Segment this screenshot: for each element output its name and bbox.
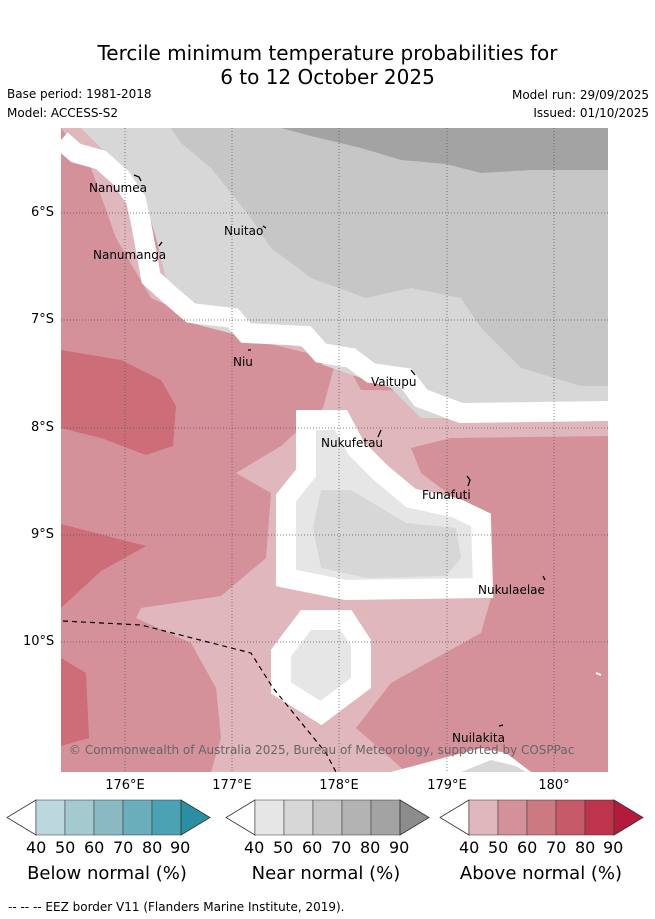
place-label-nukulaelae: Nukulaelae [478, 583, 545, 597]
near-40-50-region [271, 610, 371, 726]
below-tick-80: 80 [142, 838, 163, 857]
near-colorbar-segment [370, 799, 401, 836]
above-60-70-region [61, 350, 176, 455]
below-normal-title: Below normal (%) [27, 863, 187, 884]
below-colorbar-under-arrow [6, 799, 37, 836]
below-tick-90: 90 [170, 838, 191, 857]
below-tick-60: 60 [84, 838, 105, 857]
above-colorbar-over-arrow [613, 799, 644, 836]
near-tick-60: 60 [302, 838, 323, 857]
above-tick-70: 70 [546, 838, 567, 857]
copyright-notice: © Commonwealth of Australia 2025, Bureau… [69, 743, 574, 757]
above-60-70-region [61, 658, 89, 746]
place-label-nuitao: Nuitao [224, 224, 263, 238]
place-label-nanumanga: Nanumanga [93, 248, 166, 262]
lon-label-178e: 178°E [319, 778, 359, 793]
above-tick-90: 90 [603, 838, 624, 857]
colorbar-above-normal [439, 799, 644, 836]
title-line-2: 6 to 12 October 2025 [220, 65, 435, 89]
below-tick-50: 50 [55, 838, 76, 857]
lat-label-8s: 8°S [31, 420, 55, 435]
lat-label-7s: 7°S [31, 312, 55, 327]
place-label-nukufetau: Nukufetau [321, 436, 383, 450]
island-nukufetau-outline [377, 429, 382, 438]
eez-border-footnote: -- -- -- EEZ border V11 (Flanders Marine… [8, 900, 345, 914]
lat-label-10s: 10°S [23, 634, 55, 649]
below-colorbar-segment [151, 799, 182, 836]
above-tick-80: 80 [575, 838, 596, 857]
above-colorbar-segment [584, 799, 615, 836]
below-colorbar-segment [122, 799, 153, 836]
lat-label-6s: 6°S [31, 205, 55, 220]
near-colorbar-segment [312, 799, 343, 836]
near-tick-90: 90 [389, 838, 410, 857]
title-line-1: Tercile minimum temperature probabilitie… [97, 41, 558, 65]
above-tick-60: 60 [517, 838, 538, 857]
island-nuitao-outline [262, 225, 267, 229]
near-tick-50: 50 [273, 838, 294, 857]
near-colorbar-under-arrow [225, 799, 256, 836]
place-label-nanumea: Nanumea [89, 181, 147, 195]
lon-label-176e: 176°E [105, 778, 145, 793]
island-nukulaelae-outline [542, 575, 546, 581]
below-colorbar-segment [64, 799, 95, 836]
above-tick-50: 50 [488, 838, 509, 857]
lon-label-177e: 177°E [212, 778, 252, 793]
lat-label-9s: 9°S [31, 527, 55, 542]
above-colorbar-segment [526, 799, 557, 836]
near-normal-title: Near normal (%) [251, 863, 401, 884]
near-70-80-region [281, 128, 608, 173]
island-nuilakita-outline [498, 724, 504, 727]
colorbar-below-normal [6, 799, 211, 836]
above-colorbar-segment [468, 799, 499, 836]
probability-map[interactable]: Nanumea Nanumanga Nuitao Niu Vaitupu Nuk… [61, 128, 608, 772]
near-colorbar-over-arrow [399, 799, 430, 836]
below-tick-40: 40 [26, 838, 47, 857]
near-colorbar-segment [341, 799, 372, 836]
issued-date: Issued: 01/10/2025 [533, 106, 649, 120]
place-label-niu: Niu [233, 355, 253, 369]
near-colorbar-segment [254, 799, 285, 836]
base-period: Base period: 1981-2018 [7, 87, 152, 101]
island-vaitupu-outline [410, 369, 416, 376]
island-nanumea-outline [133, 174, 142, 182]
above-tick-40: 40 [459, 838, 480, 857]
legend-colorbars [6, 799, 644, 836]
near-tick-70: 70 [331, 838, 352, 857]
island-nanumanga-outline [158, 241, 163, 247]
graticule [61, 128, 608, 772]
near-colorbar-segment [283, 799, 314, 836]
island-funafuti-outline [466, 475, 471, 487]
place-label-nuilakita: Nuilakita [452, 731, 505, 745]
above-colorbar-segment [555, 799, 586, 836]
place-label-vaitupu: Vaitupu [371, 375, 417, 389]
near-tick-40: 40 [244, 838, 265, 857]
below-tick-70: 70 [113, 838, 134, 857]
above-colorbar-under-arrow [439, 799, 470, 836]
eez-border [62, 620, 337, 772]
below-colorbar-over-arrow [180, 799, 211, 836]
place-label-funafuti: Funafuti [422, 488, 471, 502]
above-normal-title: Above normal (%) [459, 863, 623, 884]
model-run: Model run: 29/09/2025 [511, 88, 649, 102]
near-60-70-region [171, 128, 608, 386]
below-colorbar-segment [93, 799, 124, 836]
near-tick-80: 80 [360, 838, 381, 857]
below-colorbar-segment [35, 799, 66, 836]
lon-label-179e: 179°E [427, 778, 467, 793]
lon-label-180: 180° [538, 778, 570, 793]
colorbar-near-normal [225, 799, 430, 836]
above-colorbar-segment [497, 799, 528, 836]
near-50-60-region [313, 490, 461, 578]
model-name: Model: ACCESS-S2 [7, 106, 119, 120]
